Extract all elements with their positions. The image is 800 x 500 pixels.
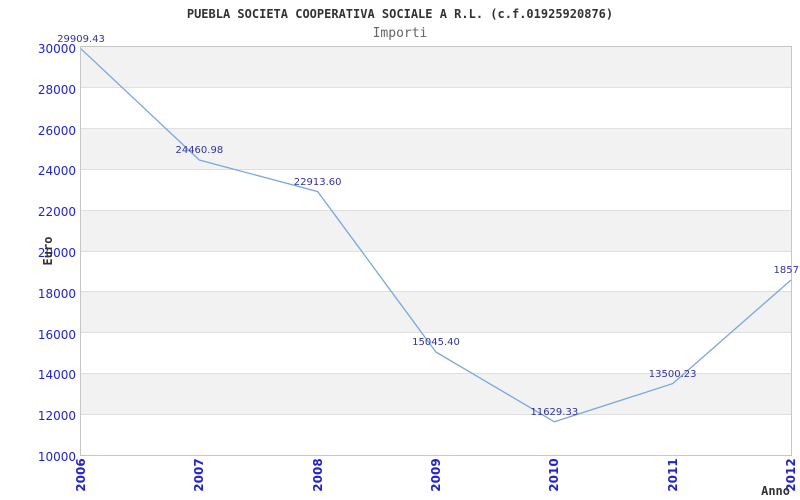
x-tick-label: 2010 <box>547 458 562 492</box>
gridline <box>81 291 791 293</box>
chart-subtitle: Importi <box>372 26 428 41</box>
gridline <box>81 413 791 415</box>
point-label: 11629.33 <box>530 406 579 418</box>
point-label: 22913.60 <box>293 176 342 188</box>
y-tick-label: 14000 <box>37 368 76 383</box>
y-tick-label: 16000 <box>37 327 76 342</box>
point-label: 24460.98 <box>175 144 224 156</box>
grid-band <box>81 291 791 333</box>
y-tick-label: 24000 <box>37 164 76 179</box>
x-tick-label: 2011 <box>665 458 680 492</box>
x-tick-label: 2009 <box>429 458 443 492</box>
point-label: 29909.43 <box>57 33 105 45</box>
y-tick-label: 10000 <box>37 450 76 464</box>
gridline <box>81 128 791 130</box>
chart-title: PUEBLA SOCIETA COOPERATIVA SOCIALE A R.L… <box>186 7 614 21</box>
y-tick-label: 22000 <box>37 205 76 220</box>
gridline <box>81 250 791 252</box>
y-axis-title: Euro <box>41 236 55 266</box>
gridline <box>81 209 791 211</box>
grid-band <box>81 47 791 88</box>
point-label: 13500.23 <box>648 368 697 380</box>
point-label: 18577. <box>773 265 800 277</box>
y-tick-label: 30000 <box>37 42 76 56</box>
y-tick-label: 26000 <box>37 123 76 138</box>
plot-area <box>80 46 792 456</box>
gridline <box>81 87 791 89</box>
gridline <box>81 168 791 170</box>
x-tick-label: 2006 <box>74 458 88 492</box>
y-tick-label: 18000 <box>37 286 76 301</box>
grid-band <box>81 210 791 251</box>
x-tick-label: 2007 <box>192 458 207 492</box>
x-axis-title: Anno <box>761 484 790 498</box>
y-tick-label: 20000 <box>37 246 76 260</box>
gridline <box>81 332 791 334</box>
x-tick-label: 2008 <box>310 458 325 492</box>
y-tick-label: 28000 <box>37 82 76 97</box>
point-label: 15045.40 <box>412 337 460 349</box>
y-tick-label: 12000 <box>37 409 76 424</box>
